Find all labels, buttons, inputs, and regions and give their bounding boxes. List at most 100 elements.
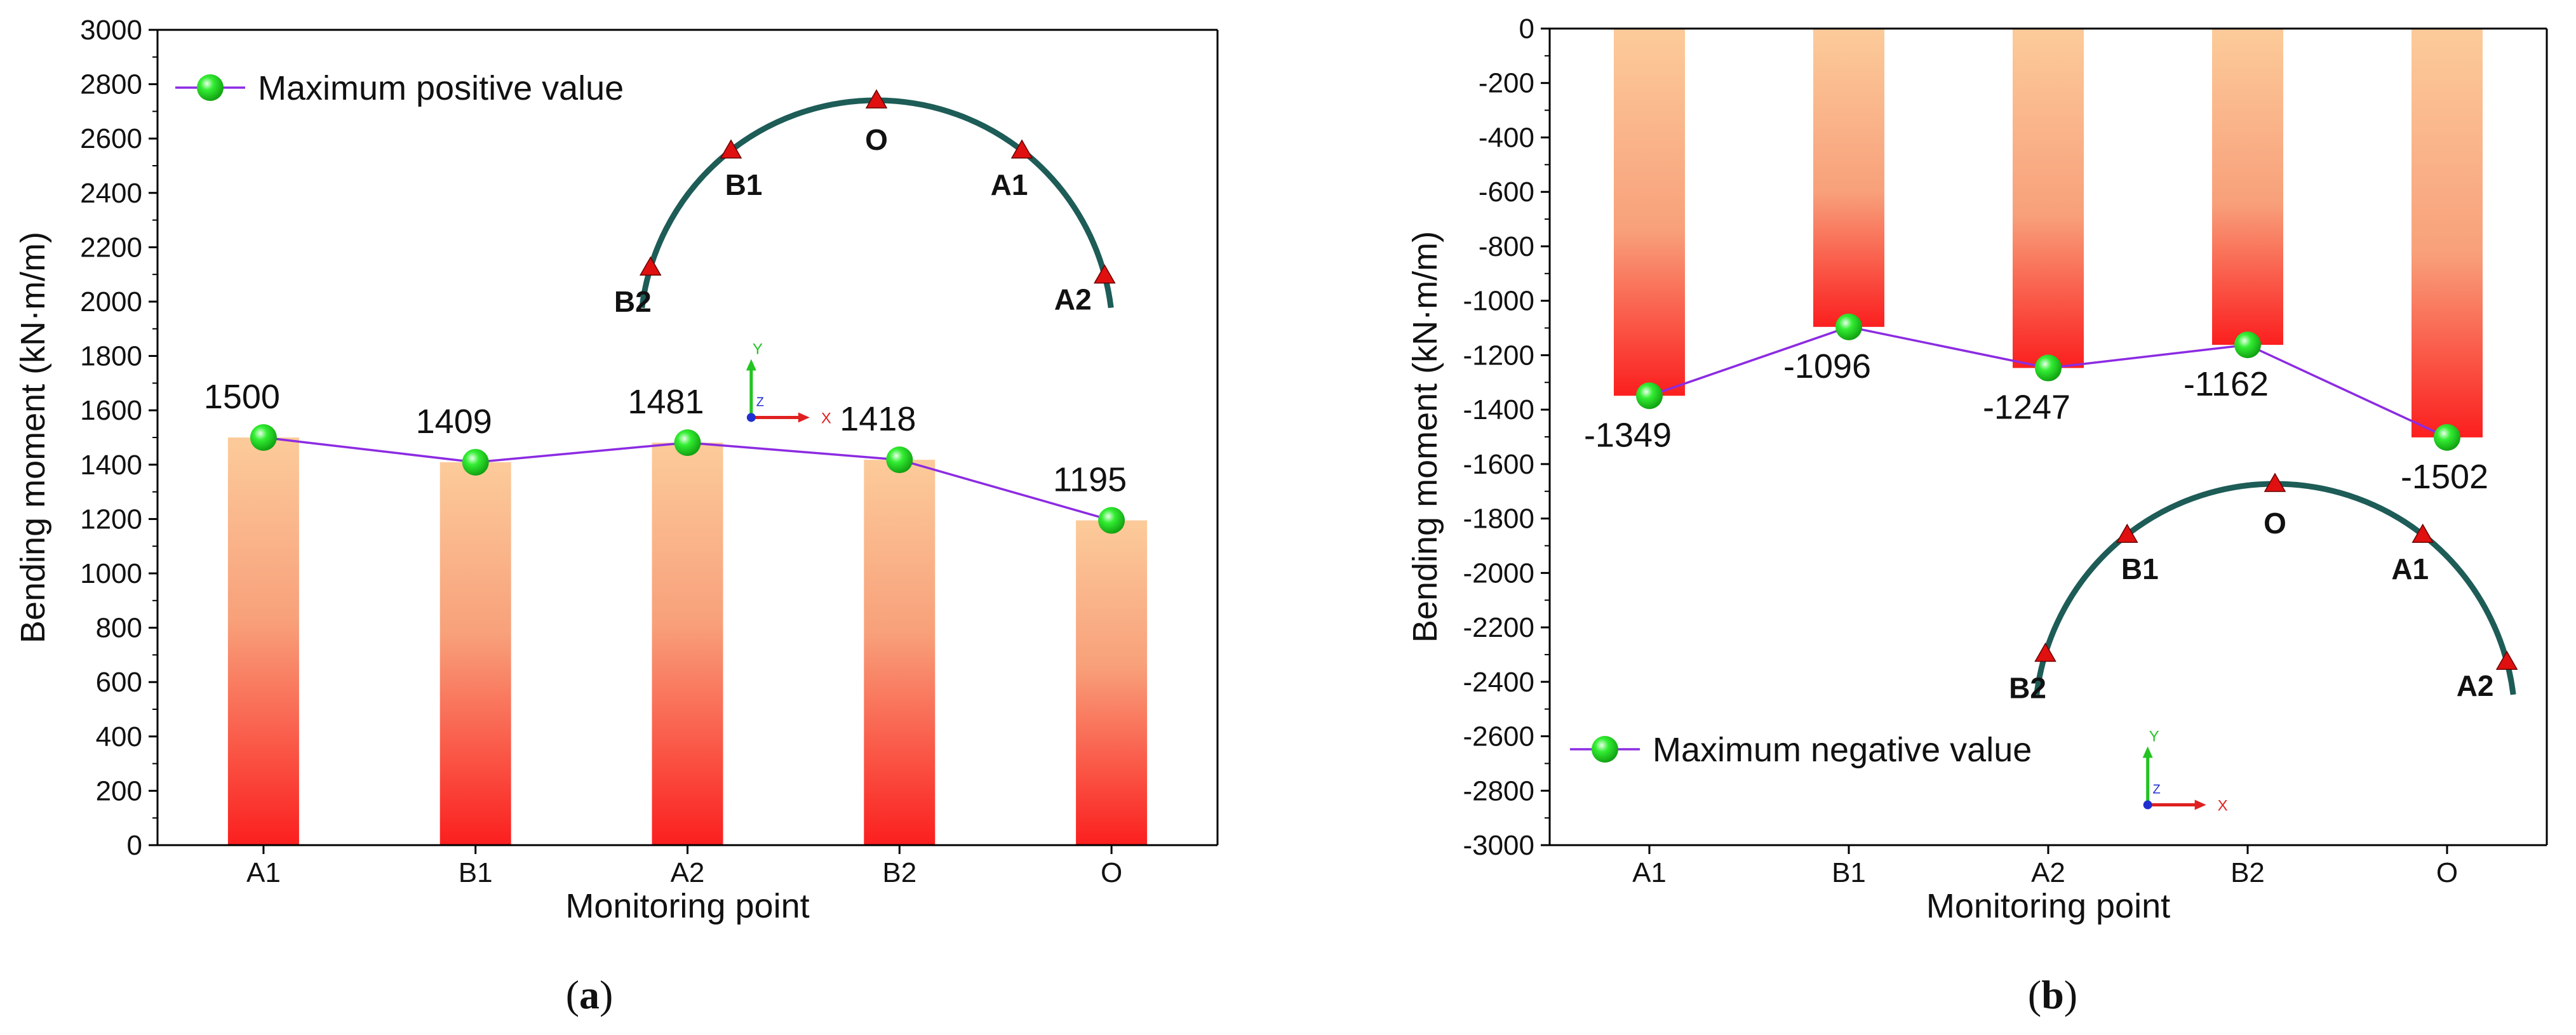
y-tick-label: 0 [127, 830, 142, 861]
bars [227, 437, 1148, 845]
marker-B2 [2234, 331, 2261, 359]
legend: Maximum positive value [175, 69, 624, 107]
bar-O [2412, 29, 2483, 437]
y-tick-label: 2200 [80, 232, 142, 263]
data-label-O: 1195 [1053, 461, 1127, 499]
marker-A1 [250, 424, 277, 451]
inset-label-B1: B1 [2121, 552, 2159, 585]
coord-x-arrow [2194, 799, 2206, 810]
inset-label-B1: B1 [725, 168, 763, 201]
coord-origin [746, 413, 756, 422]
y-axis-label: Bending moment (kN·m/m) [14, 232, 52, 643]
legend-label: Maximum negative value [1653, 731, 2032, 769]
bar-A2 [652, 443, 723, 845]
bar-A1 [1614, 29, 1685, 396]
y-axis-label: Bending moment (kN·m/m) [1406, 231, 1444, 643]
x-tick-label-A1: A1 [246, 857, 281, 888]
x-tick-label-O: O [1101, 857, 1122, 888]
panel-label: (a) [566, 972, 614, 1017]
y-tick-label: -200 [1479, 68, 1534, 99]
panel-label-open: ( [2028, 972, 2041, 1017]
x-tick-label-O: O [2436, 857, 2458, 888]
y-tick-label: 2400 [80, 178, 142, 209]
panel-b: 0 -200 -400 -600 -800 -1000 -1200 -1400 -1600 -18… [1406, 13, 2548, 1017]
marker-A2 [674, 429, 701, 457]
marker-O [1098, 507, 1125, 534]
legend-label: Maximum positive value [258, 69, 624, 107]
marker-A2 [2035, 354, 2062, 382]
y-tick-label: 600 [96, 667, 142, 698]
y-tick-label: 2000 [80, 286, 142, 317]
inset-marker-B1 [720, 139, 742, 159]
bar-B2 [864, 460, 936, 845]
data-label-A2: 1481 [627, 383, 704, 421]
inset-label-B2: B2 [2009, 671, 2046, 704]
inset-marker-B1 [2116, 523, 2138, 543]
inset-label-O: O [2264, 507, 2286, 540]
y-tick-label: -400 [1479, 122, 1534, 153]
data-label-B1: -1096 [1783, 347, 1871, 385]
y-tick-label: -1600 [1463, 449, 1534, 480]
y-tick-label: -800 [1479, 231, 1534, 262]
y-tick-label: 1600 [80, 395, 142, 426]
marker-B1 [462, 448, 489, 476]
data-label-B2: -1162 [2184, 365, 2269, 403]
y-tick-label: -2400 [1463, 667, 1534, 698]
data-label-B2: 1418 [840, 400, 916, 438]
x-axis-label: Monitoring point [565, 887, 809, 925]
inset-marker-A2 [2495, 650, 2518, 670]
y-tick-label: 1400 [80, 450, 142, 481]
panel-label: (b) [2028, 972, 2077, 1017]
bar-B1 [439, 462, 511, 845]
legend: Maximum negative value [1570, 731, 2032, 769]
inset-marker-O [2264, 472, 2286, 492]
panel-label-close: ) [600, 972, 613, 1017]
panel-label-letter: b [2041, 972, 2064, 1017]
coord-y-arrow [2142, 746, 2153, 758]
coord-y-label: Y [753, 340, 763, 357]
y-tick-label: -1000 [1463, 286, 1534, 317]
x-tick-label-B2: B2 [882, 857, 916, 888]
y-tick-label: -1800 [1463, 504, 1534, 535]
marker-B2 [886, 446, 913, 474]
y-tick-label: 2800 [80, 69, 142, 100]
marker-O [2434, 424, 2460, 451]
y-tick-label: 1800 [80, 341, 142, 372]
x-tick-label-B1: B1 [459, 857, 493, 888]
legend-marker [1592, 736, 1618, 763]
bar-A2 [2013, 29, 2084, 368]
inset-label-A1: A1 [2391, 552, 2429, 585]
coord-z-label: Z [2153, 783, 2161, 797]
data-label-O: -1502 [2401, 458, 2488, 496]
inset-label-O: O [865, 123, 888, 156]
y-tick-label: -2000 [1463, 558, 1534, 589]
x-axis-label: Monitoring point [1926, 887, 2170, 925]
coord-origin [2143, 800, 2152, 810]
panel-label-open: ( [566, 972, 579, 1017]
x-tick-label-B1: B1 [1832, 857, 1866, 888]
y-tick-label: 400 [96, 721, 142, 752]
inset-arch-diagram: B2 B1 O A1 A2 Y X Z [614, 89, 1116, 427]
x-tick-label-A2: A2 [2031, 857, 2065, 888]
inset-label-A2: A2 [1054, 283, 1092, 316]
panel-label-letter: a [579, 972, 600, 1017]
bar-B1 [1813, 29, 1884, 327]
inset-label-A2: A2 [2457, 669, 2494, 702]
data-label-A1: 1500 [204, 378, 280, 416]
y-tick-label: -3000 [1463, 830, 1534, 861]
marker-A1 [1636, 382, 1663, 410]
coord-y-label: Y [2149, 728, 2159, 745]
y-tick-label: -2800 [1463, 775, 1534, 806]
inset-label-B2: B2 [614, 285, 652, 318]
inset-marker-A1 [2412, 523, 2434, 543]
y-tick-label: 200 [96, 775, 142, 806]
y-tick-label: 1200 [80, 504, 142, 535]
inset-arch-diagram: B2 B1 O A1 A2 Y X Z [2009, 472, 2518, 815]
y-tick-label: -600 [1479, 177, 1534, 208]
bar-A1 [227, 437, 299, 845]
inset-marker-O [865, 89, 888, 109]
coord-z-label: Z [756, 395, 764, 409]
data-label-A2: -1247 [1983, 389, 2070, 427]
x-tick-label-A2: A2 [671, 857, 705, 888]
